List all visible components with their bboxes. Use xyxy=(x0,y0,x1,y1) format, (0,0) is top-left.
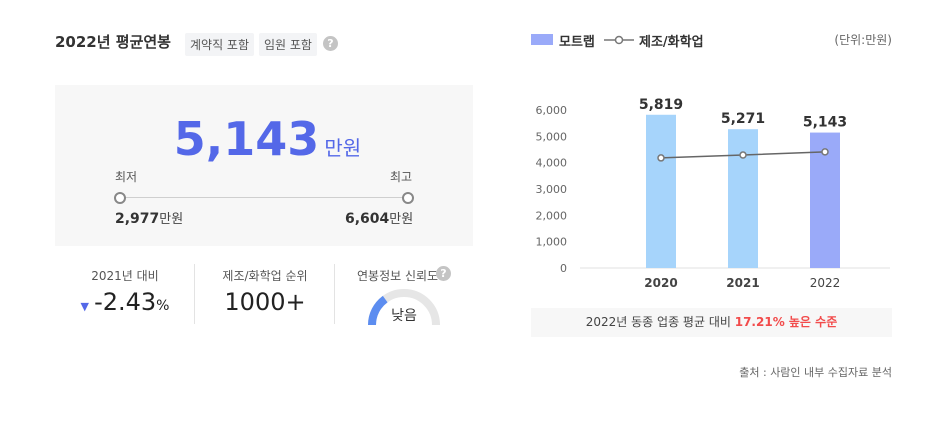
bar xyxy=(646,114,676,269)
yoy-change: ▼ -2.43% xyxy=(55,288,195,316)
industry-point xyxy=(821,148,829,156)
gauge-fill xyxy=(368,295,388,326)
max-label: 최고 xyxy=(390,170,413,184)
y-tick-label: 5,000 xyxy=(536,130,568,143)
reliability-value: 낮음 xyxy=(391,308,417,324)
x-tick-label: 2021 xyxy=(726,276,759,290)
legend-industry-label: 제조/화학업 xyxy=(639,35,704,50)
yoy-unit: % xyxy=(156,298,170,314)
max-salary-value: 6,604 xyxy=(345,211,390,227)
average-salary-value: 5,143 xyxy=(173,112,320,166)
reliability-gauge xyxy=(368,289,440,326)
salary-chart: 0 1,000 2,000 3,000 4,000 5,000 6,000 5,819 2020… xyxy=(536,97,890,290)
bar-value-label: 5,271 xyxy=(721,111,765,127)
min-salary-value: 2,977 xyxy=(115,211,160,227)
min-salary: 2,977만원 xyxy=(115,208,183,227)
average-salary-unit: 만원 xyxy=(324,136,362,160)
stats-divider-1 xyxy=(194,264,195,324)
y-tick-label: 2,000 xyxy=(536,209,568,222)
y-tick-label: 1,000 xyxy=(536,236,568,249)
bar-value-label: 5,819 xyxy=(639,97,683,113)
yoy-label: 2021년 대비 xyxy=(91,269,159,283)
note-prefix: 2022년 동종 업종 평균 대비 xyxy=(585,315,735,329)
y-tick-label: 3,000 xyxy=(536,183,568,196)
tag-executive-included: 임원 포함 xyxy=(259,33,317,56)
legend-company-swatch xyxy=(531,34,553,45)
y-tick-label: 6,000 xyxy=(536,104,568,117)
average-salary: 5,143 만원 xyxy=(0,112,535,166)
x-tick-label: 2022 xyxy=(810,276,841,290)
bar-value-label: 5,143 xyxy=(803,115,847,131)
salary-summary-card xyxy=(55,85,473,246)
reliability-label: 연봉정보 신뢰도 xyxy=(357,269,439,283)
range-max-handle xyxy=(402,192,414,204)
min-salary-unit: 만원 xyxy=(159,212,184,227)
note-highlight: 17.21% 높은 수준 xyxy=(734,315,838,329)
y-tick-label: 4,000 xyxy=(536,157,568,170)
salary-range-track xyxy=(119,197,408,198)
max-salary-unit: 만원 xyxy=(389,212,414,227)
industry-comparison-note: 2022년 동종 업종 평균 대비 17.21% 높은 수준 xyxy=(531,308,892,337)
min-label: 최저 xyxy=(115,170,138,184)
range-min-handle xyxy=(114,192,126,204)
industry-point xyxy=(657,154,665,162)
bar xyxy=(728,129,758,268)
reliability-help-icon[interactable]: ? xyxy=(436,266,451,281)
page-title: 2022년 평균연봉 xyxy=(55,33,171,51)
industry-rank-label: 제조/화학업 순위 xyxy=(222,269,308,283)
legend-industry-line-icon xyxy=(604,35,634,45)
x-tick-label: 2020 xyxy=(644,276,677,290)
industry-point xyxy=(739,151,747,159)
yoy-value: -2.43 xyxy=(94,288,157,316)
max-salary: 6,604만원 xyxy=(345,208,413,227)
legend-company-label: 모트랩 xyxy=(559,35,595,50)
source-note: 출처 : 사람인 내부 수집자료 분석 xyxy=(739,366,892,379)
stats-divider-2 xyxy=(334,264,335,324)
unit-note: (단위:만원) xyxy=(834,33,892,47)
down-arrow-icon: ▼ xyxy=(80,300,89,313)
tag-contract-included: 계약직 포함 xyxy=(185,33,255,56)
industry-rank-value: 1000+ xyxy=(224,288,306,316)
help-icon[interactable]: ? xyxy=(323,36,338,51)
y-tick-label: 0 xyxy=(560,262,567,275)
